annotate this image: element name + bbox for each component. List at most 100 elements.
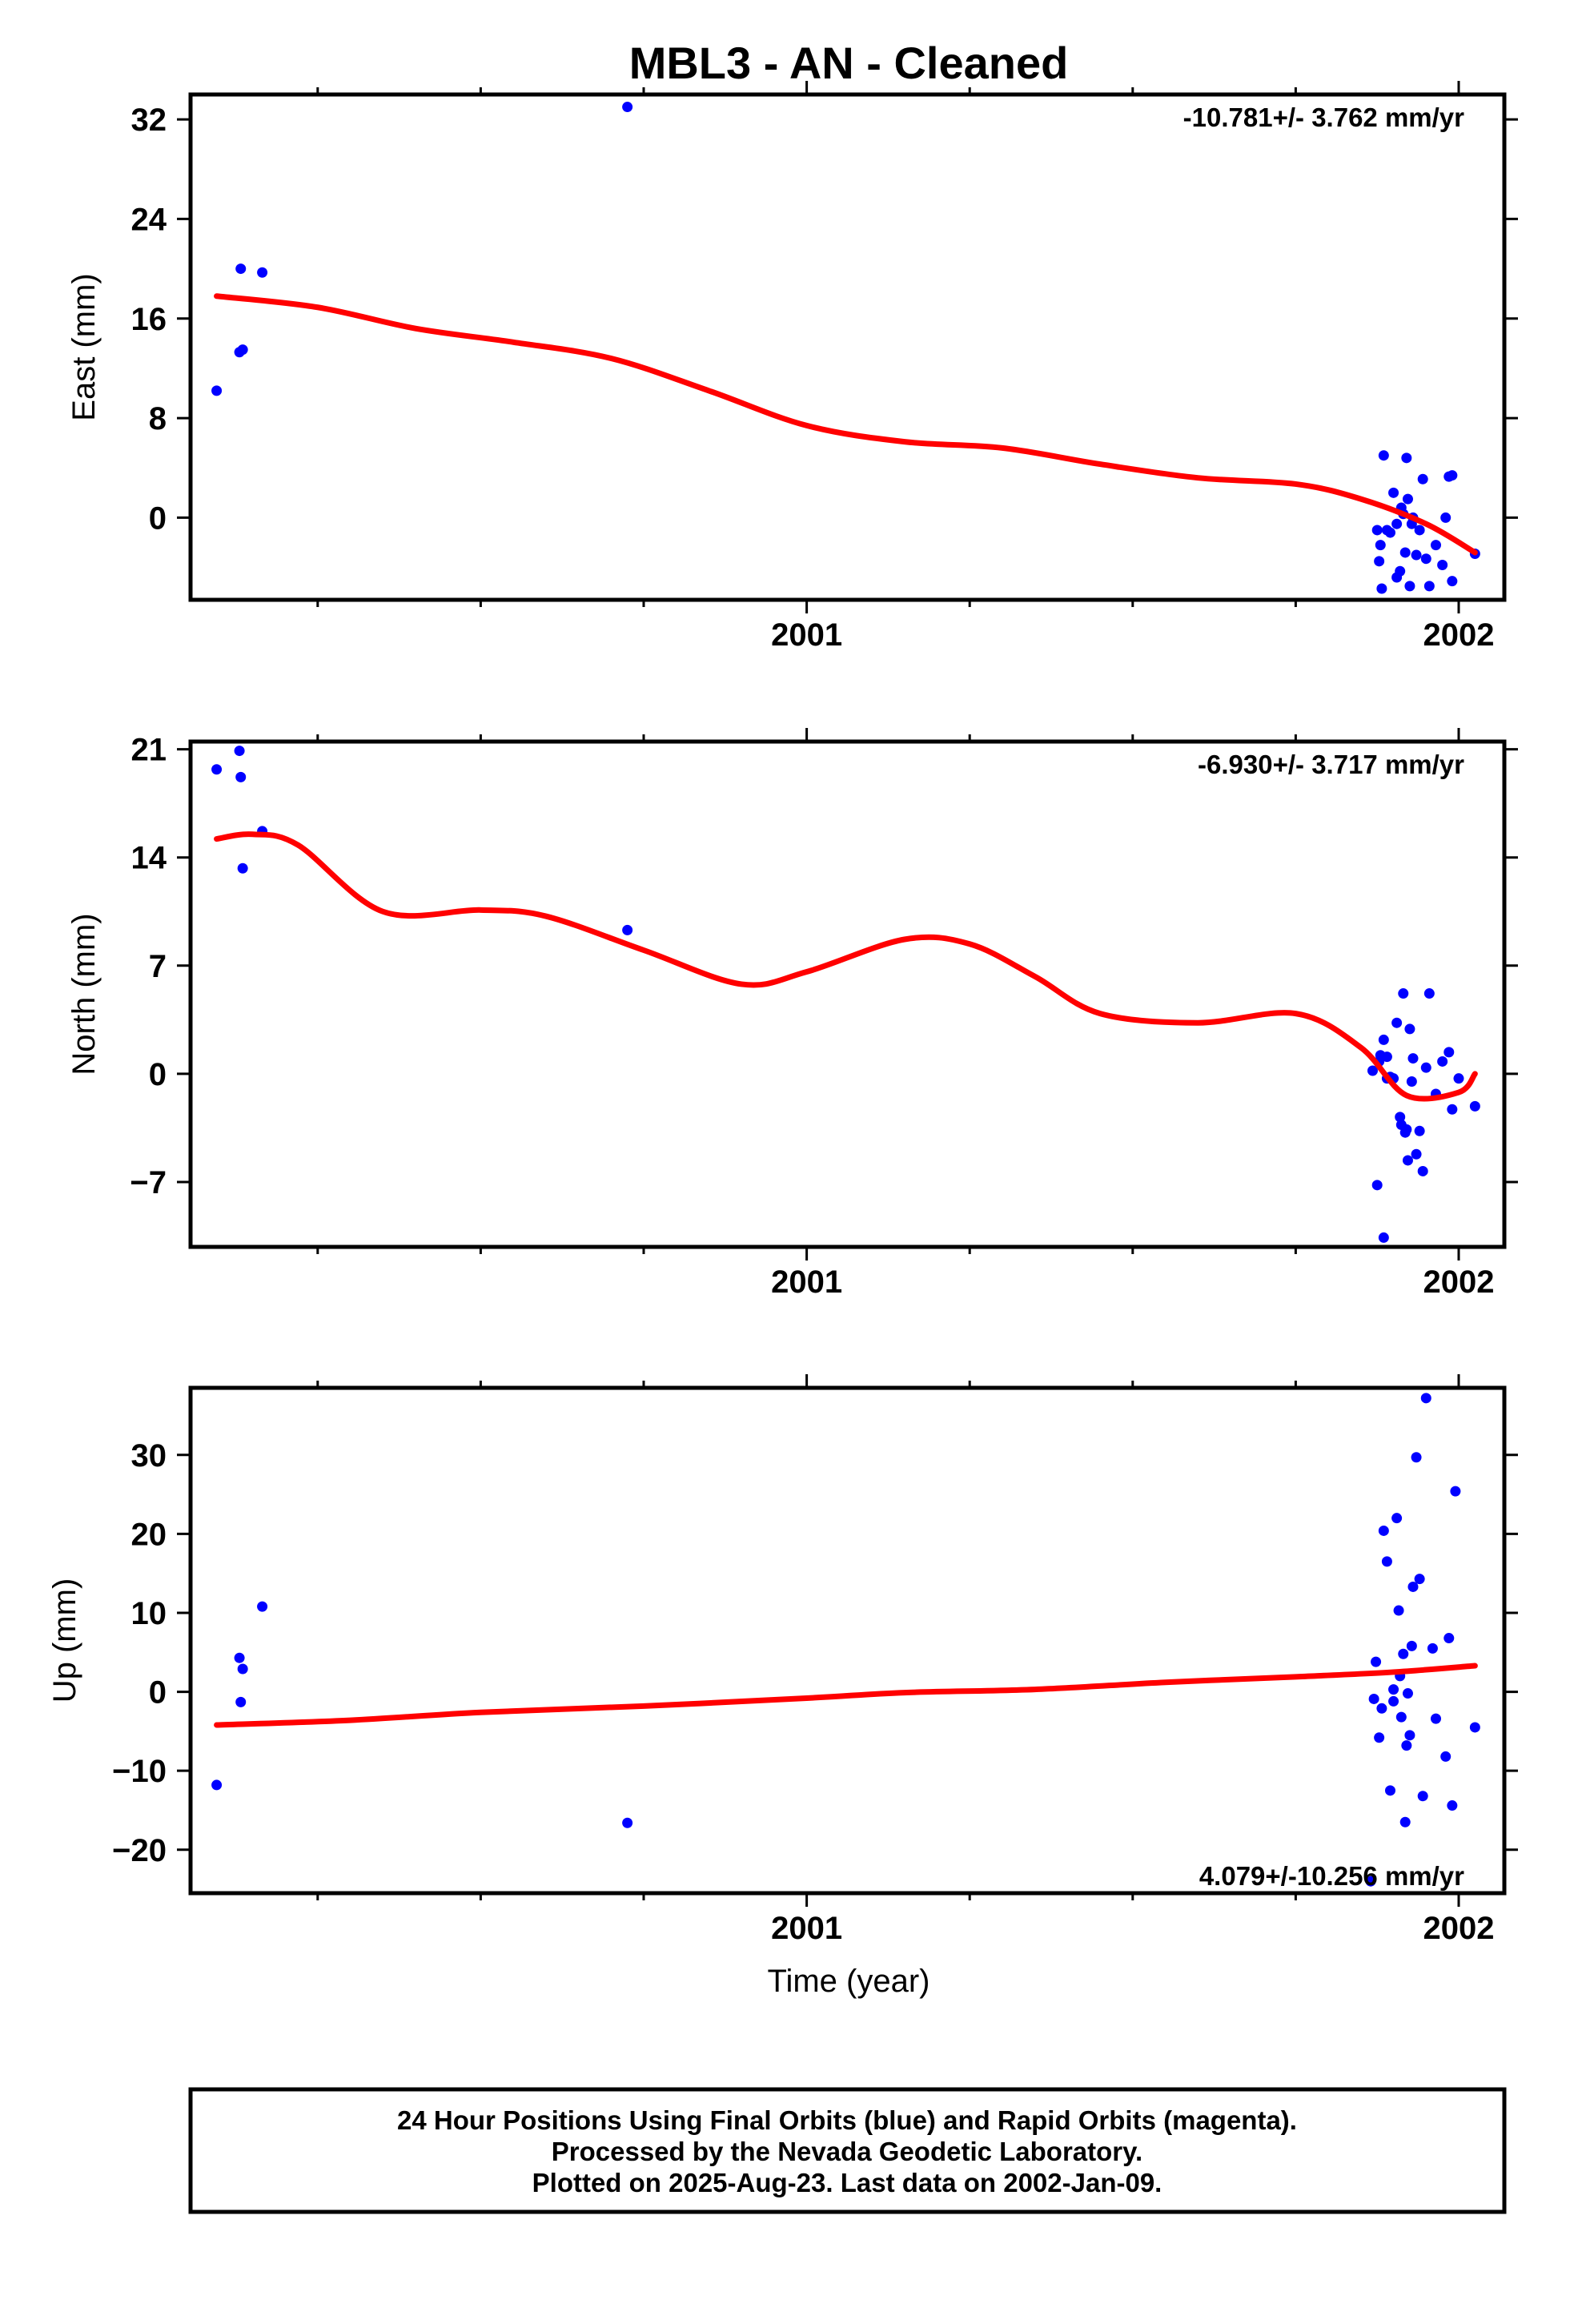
east-data-point [1371, 525, 1383, 536]
east-data-point [1447, 576, 1458, 587]
east-data-point [1374, 556, 1385, 567]
east-data-point [1437, 559, 1448, 570]
up-data-point [257, 1601, 268, 1612]
east-ytick-label: 16 [131, 302, 167, 337]
north-data-point [1443, 1047, 1455, 1058]
up-data-point [1388, 1684, 1399, 1695]
up-data-point [1407, 1581, 1419, 1592]
north-data-point [1381, 1051, 1392, 1063]
east-data-point [1420, 553, 1431, 565]
north-ytick-label: 21 [131, 733, 167, 768]
north-ytick-label: 0 [149, 1057, 167, 1092]
north-plot-frame [188, 739, 1507, 1249]
up-xtick-label: 2001 [771, 1911, 842, 1946]
up-xtick-label: 2002 [1423, 1911, 1495, 1946]
east-data-point [1401, 452, 1412, 464]
north-data-point [1398, 988, 1409, 999]
north-data-point [1391, 1017, 1403, 1028]
east-data-point [1430, 540, 1441, 551]
east-rate-label: -10.781+/- 3.762 mm/yr [1183, 103, 1464, 132]
up-ytick-label: 0 [149, 1675, 167, 1711]
east-data-point [622, 102, 633, 113]
up-data-point [1388, 1695, 1399, 1707]
east-ytick-label: 32 [131, 103, 167, 138]
north-ytick-label: −7 [130, 1165, 167, 1200]
north-data-point [1437, 1055, 1448, 1067]
up-data-point [1381, 1556, 1392, 1567]
north-data-point [1407, 1053, 1419, 1064]
east-fit-line [214, 293, 1478, 556]
north-data-point [1395, 1112, 1406, 1123]
east-data-point [1391, 518, 1403, 529]
north-data-point [1420, 1062, 1431, 1073]
north-ytick-label: 7 [149, 949, 167, 984]
east-data-point [1388, 487, 1399, 498]
up-data-point [1414, 1574, 1425, 1585]
up-data-point [1411, 1452, 1422, 1463]
east-data-point [211, 385, 223, 396]
x-axis-label: Time (year) [768, 1964, 930, 1999]
north-data-point [1401, 1124, 1412, 1135]
east-data-point [1384, 527, 1395, 538]
up-data-point [1430, 1713, 1441, 1724]
up-data-point [1399, 1816, 1411, 1827]
footer-line-1: 24 Hour Positions Using Final Orbits (bl… [397, 2105, 1297, 2135]
up-data-point [1406, 1640, 1417, 1651]
north-data-point [1447, 1104, 1458, 1115]
north-ytick-label: 14 [131, 841, 167, 876]
up-data-point [237, 1663, 248, 1675]
up-data-point [1393, 1605, 1404, 1616]
up-data-point [1420, 1393, 1431, 1404]
up-ytick-label: 20 [131, 1517, 167, 1552]
east-ytick-label: 24 [131, 202, 167, 237]
north-data-point [1371, 1180, 1383, 1191]
north-data-point [1423, 988, 1435, 999]
east-data-point [1399, 547, 1411, 558]
north-data-point [1402, 1155, 1413, 1166]
up-plot-frame [188, 1385, 1507, 1896]
east-data-point [1414, 525, 1425, 536]
up-data-point [1469, 1722, 1480, 1733]
up-data-point [1374, 1732, 1385, 1743]
east-data-point [237, 344, 248, 356]
north-fit-line [214, 831, 1478, 1102]
up-data-point [1378, 1525, 1389, 1536]
up-ytick-label: 10 [131, 1596, 167, 1631]
north-data-point [1367, 1065, 1378, 1076]
north-xtick-label: 2001 [771, 1265, 842, 1300]
east-data-point [1395, 565, 1406, 577]
up-data-point [1368, 1693, 1379, 1704]
up-data-point [1450, 1486, 1461, 1497]
north-data-point [1417, 1165, 1428, 1176]
east-data-point [1376, 583, 1387, 594]
east-xtick-label: 2002 [1423, 617, 1495, 653]
north-data-point [235, 771, 247, 782]
east-data-point [1417, 473, 1428, 485]
north-data-point [622, 924, 633, 935]
up-ytick-label: −20 [112, 1833, 167, 1868]
footer-line-3: Plotted on 2025-Aug-23. Last data on 200… [532, 2168, 1162, 2197]
east-data-point [1440, 512, 1452, 523]
up-data-point [1401, 1740, 1412, 1751]
east-data-point [1402, 493, 1413, 505]
north-data-point [1411, 1148, 1422, 1160]
east-plot-frame [188, 92, 1507, 602]
up-data-point [1417, 1791, 1428, 1802]
east-data-point [1447, 470, 1458, 481]
east-data-point [1404, 581, 1415, 592]
up-data-point [1384, 1785, 1395, 1796]
up-ytick-label: 30 [131, 1438, 167, 1474]
up-data-point [1395, 1711, 1407, 1723]
up-data-point [1443, 1633, 1455, 1644]
up-data-point [1404, 1730, 1415, 1741]
north-data-point [1469, 1100, 1480, 1112]
east-data-point [1378, 450, 1389, 461]
east-data-point [1423, 581, 1435, 592]
north-data-point [234, 746, 245, 757]
north-xtick-label: 2002 [1423, 1265, 1495, 1300]
up-data-point [211, 1779, 223, 1791]
up-data-point [1371, 1656, 1382, 1667]
east-ytick-label: 0 [149, 501, 167, 536]
east-data-point [1375, 540, 1386, 551]
